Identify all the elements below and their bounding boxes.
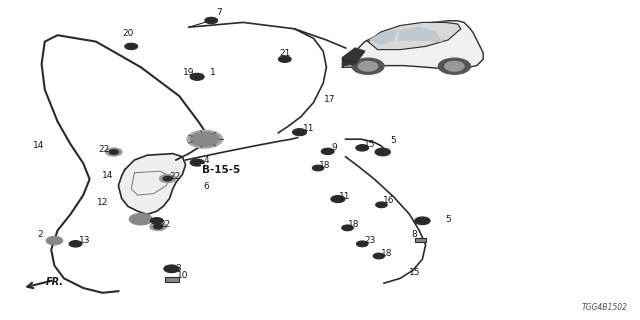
Circle shape [109, 150, 118, 154]
Circle shape [125, 43, 138, 50]
Polygon shape [370, 30, 397, 44]
Text: 18: 18 [381, 249, 393, 258]
Circle shape [352, 58, 384, 74]
Polygon shape [399, 27, 442, 42]
Text: 12: 12 [97, 198, 108, 207]
Circle shape [150, 222, 166, 231]
Text: 5: 5 [445, 215, 451, 224]
Text: 22: 22 [169, 172, 180, 181]
Text: 7: 7 [216, 8, 221, 17]
Circle shape [342, 225, 353, 231]
Bar [415, 238, 426, 242]
Text: 21: 21 [279, 49, 291, 58]
Circle shape [164, 265, 179, 273]
Circle shape [129, 213, 152, 225]
Circle shape [69, 241, 82, 247]
Text: 17: 17 [324, 95, 335, 104]
Polygon shape [342, 48, 365, 66]
Circle shape [358, 61, 378, 71]
Circle shape [373, 253, 385, 259]
Text: 1: 1 [210, 68, 215, 76]
Text: 18: 18 [319, 161, 331, 170]
Text: 19: 19 [183, 68, 195, 76]
Circle shape [438, 58, 470, 74]
Circle shape [376, 202, 387, 208]
Text: 9: 9 [332, 143, 337, 152]
Text: 11: 11 [303, 124, 314, 133]
Circle shape [150, 218, 163, 224]
Circle shape [191, 132, 219, 146]
Text: 15: 15 [409, 268, 420, 277]
Circle shape [106, 148, 122, 156]
Text: 14: 14 [102, 171, 113, 180]
Bar [165, 277, 179, 282]
Text: 18: 18 [348, 220, 360, 229]
Polygon shape [342, 21, 483, 69]
Circle shape [205, 17, 218, 24]
Circle shape [292, 129, 307, 136]
Circle shape [190, 159, 204, 166]
Circle shape [312, 165, 324, 171]
Text: 22: 22 [98, 145, 109, 154]
Polygon shape [368, 22, 461, 50]
Text: 5: 5 [391, 136, 396, 145]
Circle shape [159, 174, 176, 183]
Text: FR.: FR. [46, 277, 64, 287]
Circle shape [278, 56, 291, 62]
Text: 23: 23 [364, 236, 376, 245]
Circle shape [46, 236, 63, 245]
Circle shape [445, 61, 464, 71]
Text: 4: 4 [204, 156, 209, 165]
Circle shape [321, 148, 334, 155]
Text: B-15-5: B-15-5 [202, 164, 240, 175]
Text: 3: 3 [175, 264, 180, 273]
Text: 15: 15 [364, 140, 376, 149]
Text: 6: 6 [204, 182, 209, 191]
Circle shape [190, 73, 204, 80]
Circle shape [375, 148, 390, 156]
Circle shape [163, 176, 172, 181]
Text: 2: 2 [37, 230, 42, 239]
Circle shape [331, 196, 345, 203]
Polygon shape [118, 154, 186, 214]
Circle shape [356, 241, 368, 247]
Text: 14: 14 [33, 141, 44, 150]
Circle shape [187, 130, 223, 148]
Text: 22: 22 [159, 220, 171, 229]
Text: 20: 20 [122, 29, 134, 38]
Text: 13: 13 [79, 236, 90, 245]
Text: TGG4B1502: TGG4B1502 [581, 303, 627, 312]
Circle shape [356, 145, 369, 151]
Text: 16: 16 [383, 196, 395, 204]
Circle shape [154, 224, 163, 229]
Text: 10: 10 [177, 271, 188, 280]
Text: 8: 8 [412, 230, 417, 239]
Circle shape [415, 217, 430, 225]
Text: 11: 11 [339, 192, 350, 201]
